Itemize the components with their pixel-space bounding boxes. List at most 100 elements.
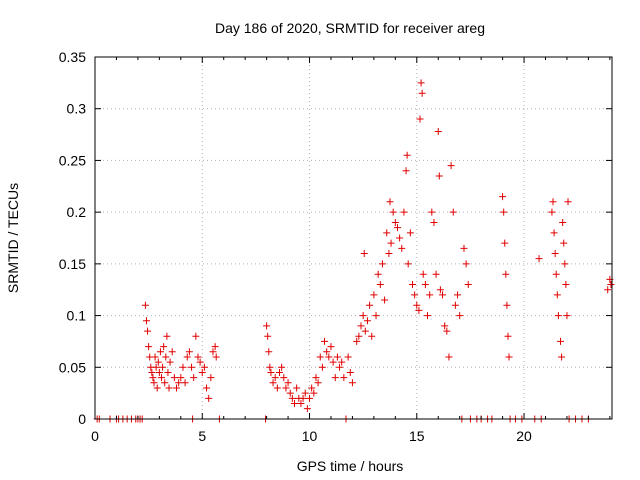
data-point bbox=[383, 229, 391, 237]
data-point bbox=[323, 348, 331, 356]
data-point bbox=[436, 286, 444, 294]
data-point bbox=[548, 208, 556, 216]
data-point bbox=[363, 317, 371, 325]
x-tick-label: 0 bbox=[91, 428, 99, 444]
data-point bbox=[378, 260, 386, 268]
data-point bbox=[282, 384, 290, 392]
data-point bbox=[291, 399, 299, 407]
data-point bbox=[441, 322, 449, 330]
data-point bbox=[148, 368, 156, 376]
data-point bbox=[561, 260, 569, 268]
data-point bbox=[333, 353, 341, 361]
data-point bbox=[196, 358, 204, 366]
data-point bbox=[418, 89, 426, 97]
data-point bbox=[607, 281, 615, 289]
data-point bbox=[432, 270, 440, 278]
data-point bbox=[179, 363, 187, 371]
data-point bbox=[374, 270, 382, 278]
data-point bbox=[166, 358, 174, 366]
data-point bbox=[181, 379, 189, 387]
data-point bbox=[168, 348, 176, 356]
data-point bbox=[404, 260, 412, 268]
data-point bbox=[346, 368, 354, 376]
data-point bbox=[314, 379, 322, 387]
data-point bbox=[353, 337, 361, 345]
data-point bbox=[142, 317, 150, 325]
data-point bbox=[428, 208, 436, 216]
data-point bbox=[149, 374, 157, 382]
data-point bbox=[464, 281, 472, 289]
data-point bbox=[162, 353, 170, 361]
x-tick-label: 5 bbox=[198, 428, 206, 444]
data-point bbox=[560, 239, 568, 247]
data-point bbox=[306, 394, 314, 402]
data-point bbox=[312, 374, 320, 382]
data-point bbox=[301, 389, 309, 397]
data-point bbox=[308, 384, 316, 392]
data-point bbox=[297, 399, 305, 407]
data-point bbox=[288, 394, 296, 402]
x-tick-label: 20 bbox=[516, 428, 532, 444]
grid bbox=[95, 57, 612, 419]
data-point bbox=[552, 270, 560, 278]
y-tick-label: 0.2 bbox=[67, 204, 87, 220]
data-point bbox=[385, 250, 393, 258]
data-point bbox=[151, 353, 159, 361]
data-point bbox=[550, 229, 558, 237]
data-point bbox=[403, 151, 411, 159]
y-tick-label: 0.1 bbox=[67, 308, 87, 324]
data-point bbox=[554, 312, 562, 320]
data-point bbox=[563, 312, 571, 320]
data-point bbox=[156, 348, 164, 356]
data-point bbox=[502, 270, 510, 278]
data-point bbox=[185, 348, 193, 356]
data-point bbox=[500, 208, 508, 216]
data-point bbox=[424, 312, 432, 320]
data-point bbox=[396, 234, 404, 242]
data-point bbox=[503, 301, 511, 309]
data-point bbox=[266, 363, 274, 371]
data-point bbox=[158, 374, 166, 382]
data-point bbox=[325, 353, 333, 361]
data-point bbox=[271, 374, 279, 382]
data-point bbox=[445, 353, 453, 361]
data-point bbox=[434, 127, 442, 135]
data-point bbox=[348, 379, 356, 387]
data-point bbox=[562, 281, 570, 289]
data-point bbox=[360, 250, 368, 258]
data-point bbox=[417, 79, 425, 87]
y-tick-label: 0.35 bbox=[59, 49, 86, 65]
y-tick-label: 0.25 bbox=[59, 152, 86, 168]
data-point bbox=[413, 301, 421, 309]
data-point bbox=[357, 322, 365, 330]
data-point bbox=[155, 368, 163, 376]
x-axis-label: GPS time / hours bbox=[297, 458, 404, 474]
data-point bbox=[267, 368, 275, 376]
data-point bbox=[316, 353, 324, 361]
data-point bbox=[426, 291, 434, 299]
data-point bbox=[340, 374, 348, 382]
data-point bbox=[321, 337, 329, 345]
data-point bbox=[150, 379, 158, 387]
data-point bbox=[327, 343, 335, 351]
y-axis-ticks: 0 0.05 0.1 0.15 0.2 0.25 0.3 0.35 bbox=[59, 49, 612, 427]
data-point bbox=[376, 281, 384, 289]
data-point bbox=[318, 363, 326, 371]
data-point bbox=[160, 343, 168, 351]
data-point bbox=[551, 250, 559, 258]
data-point bbox=[177, 374, 185, 382]
data-point bbox=[159, 363, 167, 371]
data-point bbox=[462, 260, 470, 268]
data-point bbox=[194, 353, 202, 361]
data-point bbox=[165, 384, 173, 392]
data-point bbox=[435, 172, 443, 180]
data-point bbox=[355, 332, 363, 340]
data-point bbox=[192, 332, 200, 340]
data-point bbox=[558, 353, 566, 361]
data-point bbox=[501, 239, 509, 247]
data-point bbox=[203, 384, 211, 392]
data-point bbox=[451, 301, 459, 309]
data-point bbox=[278, 363, 286, 371]
data-point bbox=[263, 322, 271, 330]
data-point bbox=[359, 312, 367, 320]
